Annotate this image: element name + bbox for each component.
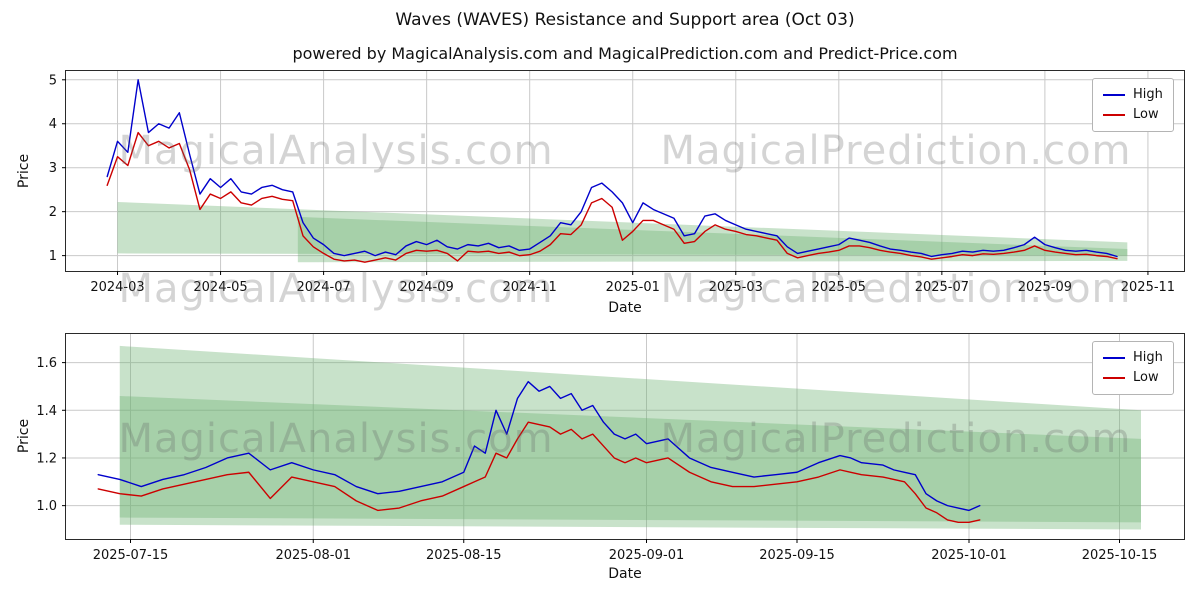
svg-text:2025-09-01: 2025-09-01 (609, 548, 685, 563)
svg-text:2025-07-15: 2025-07-15 (93, 548, 169, 563)
svg-text:2025-10-01: 2025-10-01 (931, 548, 1007, 563)
svg-text:2024-09: 2024-09 (399, 280, 453, 295)
svg-text:2025-08-01: 2025-08-01 (275, 548, 351, 563)
top-price-chart: 2024-03 2024-05 2024-07 2024-09 2024-11 2025-… (49, 70, 1185, 295)
legend-label-high: High (1133, 350, 1163, 365)
svg-text:2024-07: 2024-07 (296, 280, 350, 295)
svg-text:1.4: 1.4 (36, 404, 57, 419)
svg-text:2024-11: 2024-11 (503, 280, 557, 295)
svg-text:2025-07: 2025-07 (915, 280, 969, 295)
svg-text:2024-05: 2024-05 (193, 280, 247, 295)
svg-text:5: 5 (49, 73, 57, 88)
legend-label-low: Low (1133, 370, 1159, 385)
figure-subtitle: powered by MagicalAnalysis.com and Magic… (292, 44, 958, 63)
svg-text:2025-09-15: 2025-09-15 (759, 548, 835, 563)
bottom-chart-x-axis-label: Date (608, 566, 642, 582)
svg-text:4: 4 (49, 117, 57, 132)
svg-text:3: 3 (49, 161, 57, 176)
svg-text:2025-10-15: 2025-10-15 (1082, 548, 1158, 563)
legend-item-low: Low (1103, 368, 1163, 388)
svg-text:1.2: 1.2 (36, 451, 57, 466)
svg-text:1.0: 1.0 (36, 499, 57, 514)
svg-text:2025-08-15: 2025-08-15 (426, 548, 502, 563)
svg-text:2025-11: 2025-11 (1121, 280, 1175, 295)
legend-label-high: High (1133, 87, 1163, 102)
svg-text:2: 2 (49, 205, 57, 220)
svg-text:2025-05: 2025-05 (812, 280, 866, 295)
svg-text:1: 1 (49, 249, 57, 264)
bottom-price-chart: 2025-07-15 2025-08-01 2025-08-15 2025-09-01… (36, 333, 1185, 563)
top-chart-x-axis-label: Date (608, 300, 642, 316)
low-line-swatch (1103, 377, 1125, 379)
legend-item-low: Low (1103, 105, 1163, 125)
low-line-swatch (1103, 114, 1125, 116)
svg-text:2025-09: 2025-09 (1018, 280, 1072, 295)
bottom-chart-y-axis-label: Price (16, 418, 32, 454)
bottom-chart-legend: High Low (1092, 341, 1174, 395)
legend-item-high: High (1103, 348, 1163, 368)
svg-text:2024-03: 2024-03 (90, 280, 144, 295)
svg-text:2025-01: 2025-01 (606, 280, 660, 295)
figure-title: Waves (WAVES) Resistance and Support are… (395, 10, 855, 30)
top-chart-y-axis-label: Price (16, 153, 32, 189)
high-line-swatch (1103, 94, 1125, 96)
legend-label-low: Low (1133, 107, 1159, 122)
svg-text:2025-03: 2025-03 (709, 280, 763, 295)
top-chart-legend: High Low (1092, 78, 1174, 132)
svg-text:1.6: 1.6 (36, 356, 57, 371)
legend-item-high: High (1103, 85, 1163, 105)
high-line-swatch (1103, 357, 1125, 359)
